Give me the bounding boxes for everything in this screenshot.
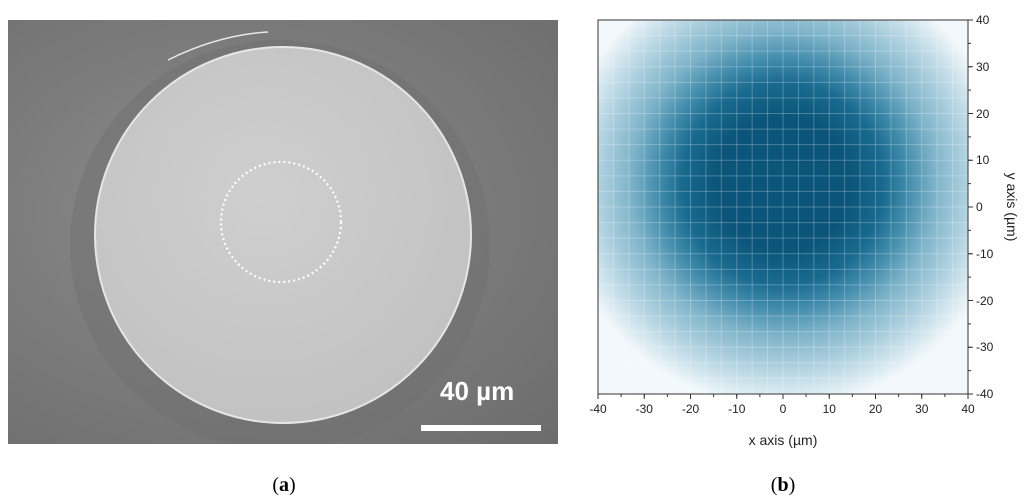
x-tick-label: -40 (589, 402, 607, 416)
caption-b-close: ) (788, 474, 796, 496)
y-tick-label: 20 (976, 106, 990, 121)
x-tick-label: -10 (728, 402, 746, 416)
x-tick-label: 0 (779, 402, 787, 416)
y-tick-label: 10 (976, 153, 990, 168)
scale-bar-label: 40 µm (440, 376, 515, 406)
x-tick-label: 20 (868, 402, 883, 416)
heatmap (598, 20, 968, 394)
y-tick-label: 30 (976, 59, 990, 74)
caption-a: (a) (272, 474, 295, 497)
fiber-cladding (94, 46, 472, 424)
x-tick-label: 10 (822, 402, 836, 416)
y-tick-label: -40 (976, 387, 994, 401)
sem-image-panel: 40 µm (8, 20, 558, 444)
x-tick-label: 40 (961, 402, 975, 416)
caption-b-open: ( (770, 474, 778, 496)
x-tick-label: -30 (635, 402, 653, 416)
caption-b: (b) (771, 474, 795, 497)
caption-a-open: ( (272, 474, 279, 496)
caption-a-letter: a (279, 474, 289, 496)
caption-a-close: ) (289, 474, 296, 496)
heatmap-panel (598, 20, 968, 394)
y-tick-label: -10 (976, 246, 994, 261)
x-tick-label: -20 (681, 402, 700, 416)
fiber-core-outline (219, 160, 343, 284)
sem-image (70, 31, 490, 444)
x-axis-label: x axis (µm) (748, 432, 818, 448)
fiber-edge-artifact (167, 31, 269, 61)
scale-bar (421, 425, 541, 431)
caption-b-letter: b (777, 474, 789, 496)
y-tick-label: 0 (976, 200, 983, 214)
y-tick-label: 40 (976, 13, 990, 27)
y-tick-label: -20 (976, 293, 994, 308)
y-tick-label: -30 (976, 340, 994, 355)
x-tick-label: 30 (915, 402, 929, 416)
y-axis-label: y axis (µm) (1004, 172, 1020, 242)
